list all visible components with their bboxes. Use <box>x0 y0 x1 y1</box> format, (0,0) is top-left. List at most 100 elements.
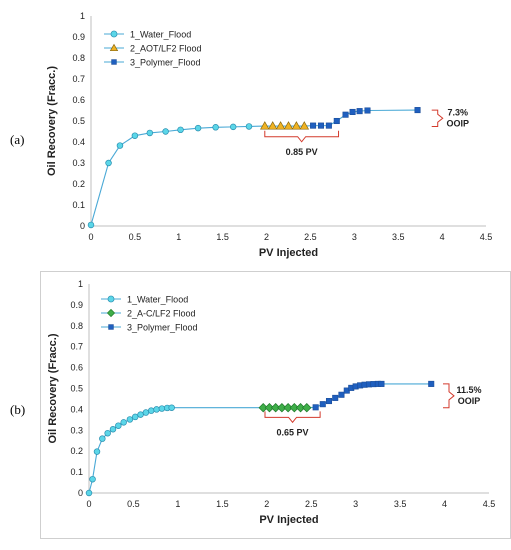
chart-a-oil-brace <box>431 109 444 127</box>
chart-b-point <box>153 406 160 413</box>
chart-a-point <box>333 117 340 125</box>
chart-b-x-tick-label: 1.5 <box>216 499 229 509</box>
chart-a-point <box>275 121 286 130</box>
chart-b-y-tick-label: 0 <box>78 488 83 498</box>
chart-b-x-tick-label: 4.5 <box>483 499 496 509</box>
chart-a-legend-label: 3_Polymer_Flood <box>130 58 201 68</box>
chart-a-x-axis-label: PV Injected <box>259 247 318 259</box>
chart-b-point <box>104 429 111 437</box>
chart-b-point <box>302 403 312 413</box>
chart-b-pv-label: 0.65 PV <box>277 427 309 437</box>
chart-b-point <box>85 489 93 497</box>
chart-a-point <box>105 159 112 167</box>
chart-b-point <box>283 403 293 413</box>
chart-b-point <box>258 403 268 413</box>
chart-b-legend-label: 1_Water_Flood <box>127 295 188 305</box>
chart-b-point <box>126 416 134 423</box>
chart-a-y-tick-label: 0.6 <box>72 95 85 105</box>
chart-a-y-tick-label: 0 <box>80 221 85 231</box>
chart-a-legend-marker <box>110 30 118 38</box>
chart-a-point <box>291 121 302 130</box>
chart-b-y-tick-label: 0.3 <box>70 425 83 435</box>
chart-a-y-tick-label: 0.8 <box>72 53 85 63</box>
chart-a-x-tick-label: 0.5 <box>129 232 142 242</box>
chart-b-legend-marker <box>107 295 115 303</box>
chart-b-y-tick-label: 0.9 <box>70 300 83 310</box>
chart-a-x-tick-label: 3 <box>352 232 357 242</box>
chart-b-x-tick-label: 3 <box>353 499 358 509</box>
chart-b-point <box>109 426 117 433</box>
chart-b-point <box>338 391 345 398</box>
chart-a-legend: 1_Water_Flood 2_AOT/LF2 Flood 3_Polymer_Fl… <box>104 30 202 68</box>
chart-a-x-tick-label: 2.5 <box>304 232 317 242</box>
chart-a-point <box>177 126 184 134</box>
chart-b-point <box>319 401 326 408</box>
chart-a-x-tick-label: 0 <box>88 232 93 242</box>
panel-label-a: (a) <box>10 132 25 147</box>
chart-a-legend-label: 1_Water_Flood <box>130 30 191 40</box>
chart-b-legend: 1_Water_Flood 2_A-C/LF2 Flood 3_Polymer_Fl… <box>101 295 198 333</box>
chart-b-point <box>428 380 435 387</box>
chart-panel-a: 0 0.5 1 1.5 2 2.5 3 3.5 4 4.5 0 0.1 0.2 0.3 0.4 0.5 0.6 0… <box>40 0 511 268</box>
chart-a-point <box>87 221 95 229</box>
chart-b-y-tick-label: 0.2 <box>70 446 83 456</box>
chart-a-point <box>283 121 294 130</box>
chart-b-y-tick-label: 0.1 <box>70 467 83 477</box>
chart-b-pv-brace <box>264 411 321 424</box>
chart-a-pv-label: 0.85 PV <box>286 147 318 157</box>
chart-b-oil-brace <box>443 383 455 409</box>
chart-b-point <box>89 475 96 483</box>
chart-b-point <box>120 419 127 426</box>
chart-b-point <box>332 394 339 401</box>
chart-a-y-tick-label: 0.2 <box>72 179 85 189</box>
chart-a-oil-pct-label: 7.3% <box>447 107 468 117</box>
chart-b-y-tick-label: 0.4 <box>70 404 83 414</box>
chart-a-point <box>349 108 356 115</box>
chart-a-x-tick-label: 4 <box>440 232 445 242</box>
chart-a-y-tick-label: 0.7 <box>72 74 85 84</box>
panel-label-b: (b) <box>10 402 26 417</box>
chart-b-point <box>131 413 139 421</box>
chart-b-x-tick-label: 4 <box>442 499 447 509</box>
chart-a-y-axis-label: Oil Recovery (Fracc.) <box>46 66 58 176</box>
chart-a-point <box>325 122 332 129</box>
chart-b-x-axis-label: PV Injected <box>259 514 318 526</box>
chart-panel-b: 0 0.5 1 1.5 2 2.5 3 3.5 4 4.5 0 0.1 0.2 0.3 0.4 0.5 0.6 0… <box>40 271 511 539</box>
chart-a-point <box>131 132 139 139</box>
chart-a-series-line <box>90 109 418 226</box>
chart-b-point <box>325 398 333 405</box>
chart-a-pv-brace <box>264 130 340 143</box>
chart-a-x-tick-label: 1.5 <box>216 232 229 242</box>
chart-a-x-tick-label: 3.5 <box>392 232 405 242</box>
chart-b-y-tick-label: 0.5 <box>70 384 83 394</box>
chart-a-y-tick-label: 0.3 <box>72 158 85 168</box>
chart-a-series-2 <box>259 121 310 130</box>
chart-b-series-line <box>88 383 432 494</box>
chart-a-legend-marker <box>109 43 119 52</box>
chart-a-point <box>267 121 278 130</box>
chart-b-y-tick-label: 0.8 <box>70 321 83 331</box>
chart-b-point <box>137 411 144 418</box>
chart-b-x-tick-label: 1 <box>175 499 180 509</box>
chart-b-point <box>270 403 281 413</box>
chart-b-y-axis-label: Oil Recovery (Fracc.) <box>47 333 59 443</box>
chart-b-svg: 0 0.5 1 1.5 2 2.5 3 3.5 4 4.5 0 0.1 0.2 0.3 0.4 0.5 0.6 0… <box>47 279 496 526</box>
chart-a-point <box>342 111 349 118</box>
chart-b-x-tick-label: 0 <box>86 499 91 509</box>
chart-b-point <box>264 403 275 413</box>
chart-a-series-3 <box>310 107 421 129</box>
chart-a-svg: 0 0.5 1 1.5 2 2.5 3 3.5 4 4.5 0 0.1 0.2 0.3 0.4 0.5 0.6 0… <box>46 11 492 259</box>
chart-a-point <box>116 142 124 149</box>
chart-b-point <box>277 403 287 413</box>
chart-b-y-tick-label: 0.6 <box>70 363 83 373</box>
chart-b-oil-pct-label: 11.5% <box>456 385 481 395</box>
chart-a-legend-marker <box>111 59 117 65</box>
chart-b-point <box>158 405 166 412</box>
chart-a-point <box>146 129 154 137</box>
chart-a-oil-unit-label: OOIP <box>446 118 469 128</box>
chart-b-oil-unit-label: OOIP <box>458 396 481 406</box>
chart-a-point <box>310 122 317 129</box>
chart-a-point <box>299 121 310 130</box>
chart-b-legend-marker <box>106 308 116 318</box>
chart-b-series-1 <box>85 404 175 497</box>
